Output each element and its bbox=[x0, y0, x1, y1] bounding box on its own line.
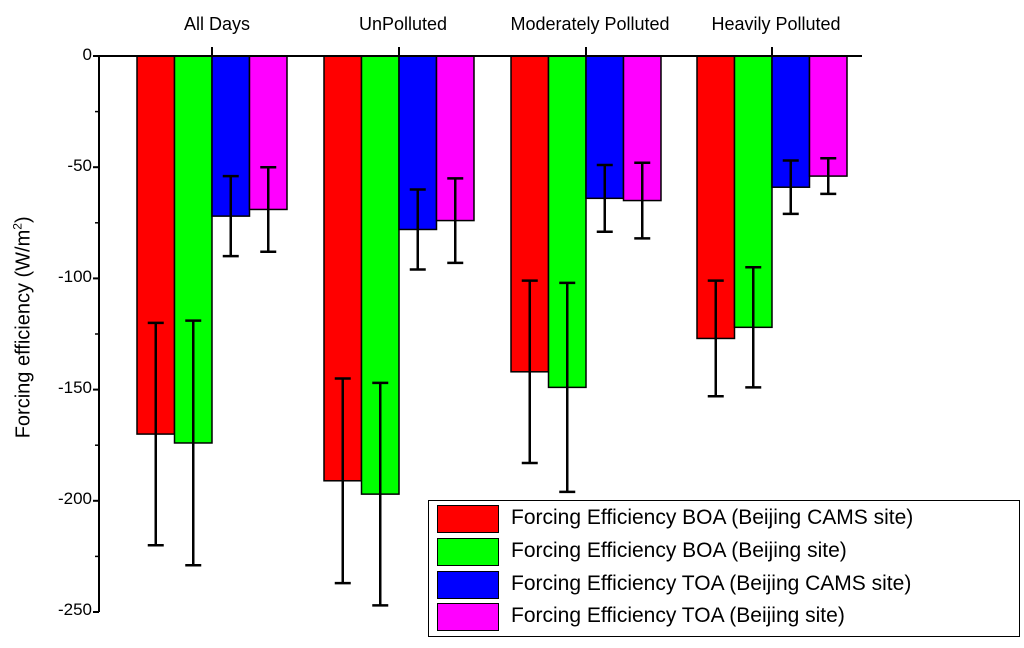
error-bar-series2-cat0 bbox=[222, 174, 239, 258]
category-label-unpolluted: UnPolluted bbox=[358, 14, 448, 34]
error-bar-series3-cat2 bbox=[634, 161, 651, 240]
legend-label: Forcing Efficiency TOA (Beijing site) bbox=[511, 604, 845, 627]
error-bar-series0-cat0 bbox=[147, 321, 164, 547]
legend-item-boa-cams: Forcing Efficiency BOA (Beijing CAMS sit… bbox=[435, 503, 1015, 533]
legend-swatch-magenta bbox=[437, 603, 499, 631]
error-bar-series3-cat0 bbox=[260, 165, 277, 253]
legend-swatch-blue bbox=[437, 571, 499, 599]
error-bar-series1-cat2 bbox=[559, 281, 576, 494]
error-bar-series2-cat2 bbox=[596, 163, 613, 233]
error-bar-series2-cat3 bbox=[782, 159, 799, 216]
category-label-moderately-polluted: Moderately Polluted bbox=[510, 14, 670, 34]
y-tick-label: -150 bbox=[57, 378, 92, 397]
legend-item-toa-beijing: Forcing Efficiency TOA (Beijing site) bbox=[435, 601, 1015, 631]
error-bar-series0-cat2 bbox=[521, 279, 538, 465]
legend-swatch-green bbox=[437, 538, 499, 566]
error-bar-series0-cat1 bbox=[334, 377, 351, 585]
category-label-heavily-polluted: Heavily Polluted bbox=[711, 14, 841, 34]
legend-label: Forcing Efficiency TOA (Beijing CAMS sit… bbox=[511, 572, 912, 595]
y-axis-label: Forcing efficiency (W/m2) bbox=[10, 216, 35, 439]
x-ticks-layer bbox=[211, 47, 773, 56]
error-bar-series1-cat3 bbox=[745, 266, 762, 389]
bars-layer bbox=[136, 55, 848, 495]
error-bar-series0-cat3 bbox=[707, 279, 724, 398]
legend-item-boa-beijing: Forcing Efficiency BOA (Beijing site) bbox=[435, 536, 1015, 566]
error-bars-layer bbox=[147, 157, 837, 607]
legend-swatch-red bbox=[437, 505, 499, 533]
error-bar-series1-cat1 bbox=[372, 381, 389, 607]
legend-label: Forcing Efficiency BOA (Beijing site) bbox=[511, 539, 847, 562]
legend-item-toa-cams: Forcing Efficiency TOA (Beijing CAMS sit… bbox=[435, 569, 1015, 599]
y-ticks-layer bbox=[93, 55, 99, 613]
y-tick-label: 0 bbox=[82, 45, 92, 64]
y-tick-label: -50 bbox=[67, 156, 92, 175]
legend: Forcing Efficiency BOA (Beijing CAMS sit… bbox=[428, 500, 1020, 637]
error-bar-series2-cat1 bbox=[409, 188, 426, 271]
bar-series3-cat3 bbox=[808, 55, 848, 177]
error-bar-series3-cat3 bbox=[820, 157, 837, 196]
error-bar-series3-cat1 bbox=[447, 177, 464, 265]
category-label-all-days: All Days bbox=[183, 14, 250, 34]
y-tick-label: -200 bbox=[57, 489, 92, 508]
y-tick-label: -250 bbox=[57, 600, 92, 619]
error-bar-series1-cat0 bbox=[185, 319, 202, 567]
y-tick-label: -100 bbox=[57, 267, 92, 286]
legend-label: Forcing Efficiency BOA (Beijing CAMS sit… bbox=[511, 506, 914, 529]
